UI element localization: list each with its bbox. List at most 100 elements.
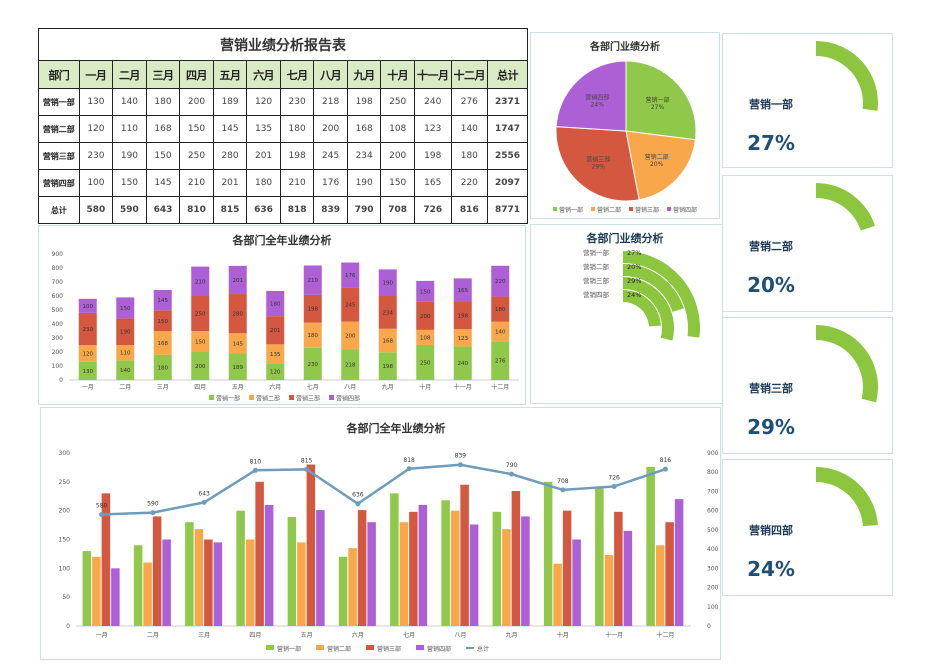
data-label: 100 xyxy=(83,304,94,310)
y2-tick-label: 600 xyxy=(707,508,719,515)
bar xyxy=(316,510,325,626)
bar xyxy=(614,511,623,626)
table-cell: 176 xyxy=(313,169,348,197)
x-tick-label: 十二月 xyxy=(656,631,674,639)
y2-tick-label: 0 xyxy=(707,623,711,630)
line-point xyxy=(252,467,258,473)
y-tick-label: 300 xyxy=(59,450,71,457)
data-label: 123 xyxy=(458,336,469,342)
slice-percent: 24% xyxy=(591,101,605,108)
data-label: 198 xyxy=(458,313,469,319)
bar-segment xyxy=(191,331,210,352)
gauge-arc xyxy=(816,467,878,527)
table-cell: 100 xyxy=(78,169,114,197)
bar xyxy=(399,522,409,626)
bar-segment xyxy=(341,287,360,322)
table-cell: 280 xyxy=(212,142,248,170)
table-cell: 150 xyxy=(112,169,147,197)
radial-label: 营销一部 xyxy=(583,248,610,257)
table-cell: 168 xyxy=(145,115,181,143)
line-data-label: 590 xyxy=(147,501,159,508)
bar xyxy=(367,522,376,626)
data-label: 245 xyxy=(345,302,356,308)
bar xyxy=(152,516,162,626)
radial-bar xyxy=(623,251,700,338)
table-cell: 276 xyxy=(450,88,489,116)
bar xyxy=(297,542,306,626)
bar xyxy=(357,510,367,626)
row-label: 营销二部 xyxy=(38,115,80,143)
bar xyxy=(623,530,633,626)
bar xyxy=(562,510,572,626)
bar-segment xyxy=(416,301,435,330)
table-cell: 590 xyxy=(112,196,147,224)
table-cell: 189 xyxy=(212,88,248,116)
bar-segment xyxy=(266,290,285,317)
bar xyxy=(543,481,553,626)
gauge-percent: 20% xyxy=(747,273,795,297)
table-cell: 123 xyxy=(413,115,452,143)
y-tick-label: 600 xyxy=(52,293,64,300)
data-label: 250 xyxy=(420,361,431,367)
column-header: 一月 xyxy=(78,60,114,89)
data-label: 230 xyxy=(83,327,94,333)
x-tick-label: 七月 xyxy=(403,631,415,639)
legend-swatch xyxy=(366,645,374,650)
legend-label: 营销一部 xyxy=(559,206,583,214)
legend-swatch xyxy=(209,395,214,400)
legend-swatch xyxy=(316,645,324,650)
bar xyxy=(511,491,521,626)
data-label: 120 xyxy=(270,370,281,376)
legend-label: 营销二部 xyxy=(597,206,621,214)
x-tick-label: 六月 xyxy=(352,631,364,639)
legend-swatch xyxy=(667,207,671,211)
line-point xyxy=(457,462,463,468)
line-data-label: 726 xyxy=(608,474,620,481)
table-cell: 145 xyxy=(212,115,248,143)
bar-segment xyxy=(453,301,472,330)
x-tick-label: 十一月 xyxy=(454,383,472,391)
bar xyxy=(306,464,316,626)
data-label: 200 xyxy=(195,364,206,370)
data-label: 165 xyxy=(458,288,469,294)
pie-slice xyxy=(555,126,640,202)
table-cell: 790 xyxy=(346,196,382,224)
data-label: 280 xyxy=(233,312,244,318)
bar-segment xyxy=(228,265,247,295)
data-label: 150 xyxy=(120,306,131,312)
y2-tick-label: 700 xyxy=(707,488,719,495)
data-label: 140 xyxy=(495,330,506,336)
y-tick-label: 150 xyxy=(59,537,71,544)
table-cell: 168 xyxy=(346,115,382,143)
row-label: 总计 xyxy=(38,196,80,224)
table-row: 营销三部 230 190 150 250 280 201 198 245 234 200 198 180… xyxy=(38,142,528,170)
line-point xyxy=(150,510,156,516)
gauge-chart: 营销三部 29% xyxy=(747,325,878,439)
data-label: 145 xyxy=(158,298,169,304)
data-label: 218 xyxy=(345,363,356,369)
table-row: 营销一部 130 140 180 200 189 120 230 218 198 250 240 276… xyxy=(38,88,528,116)
chart-title: 各部门业绩分析 xyxy=(589,40,660,53)
data-label: 110 xyxy=(120,351,131,357)
x-tick-label: 二月 xyxy=(119,384,131,391)
y-tick-label: 250 xyxy=(59,479,71,486)
table-cell: 234 xyxy=(346,142,382,170)
legend-label: 营销一部 xyxy=(216,395,240,403)
table-cell: 198 xyxy=(413,142,452,170)
legend-swatch xyxy=(266,645,274,650)
row-total: 8771 xyxy=(487,196,528,224)
x-tick-label: 一月 xyxy=(82,384,94,391)
table-cell: 180 xyxy=(246,169,281,197)
radial-bar xyxy=(623,264,684,312)
bar-segment xyxy=(78,298,97,313)
table-cell: 810 xyxy=(179,196,214,224)
bar xyxy=(441,500,450,626)
pie-slice xyxy=(555,60,627,132)
bar xyxy=(646,466,655,626)
table-cell: 190 xyxy=(346,169,382,197)
chart-title: 各部门业绩分析 xyxy=(586,231,664,245)
column-header: 八月 xyxy=(313,60,348,89)
table-cell: 815 xyxy=(212,196,248,224)
data-label: 234 xyxy=(383,310,394,316)
bar xyxy=(185,522,194,626)
